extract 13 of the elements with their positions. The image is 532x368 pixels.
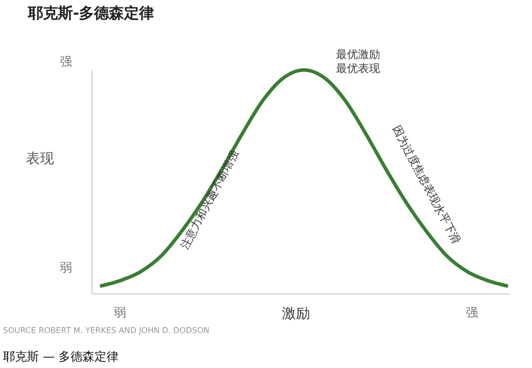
- text: 弱: [114, 305, 126, 320]
- y-axis-title: 表现: [26, 151, 54, 167]
- text: 弱: [60, 260, 72, 274]
- source-note: SOURCE ROBERT M. YERKES AND JOHN D. DODSON: [3, 326, 210, 336]
- annotation: 注意力和兴趣不断增强: [178, 148, 242, 252]
- annotation: 因为过度焦虑表现水平下滑: [390, 123, 464, 246]
- text: 最优激励: [336, 48, 380, 62]
- text: 强: [466, 305, 478, 320]
- chart-title: 耶克斯-多德森定律: [28, 4, 154, 23]
- annotation: 最优表现: [336, 62, 380, 76]
- text: 耶克斯 — 多德森定律: [3, 349, 119, 364]
- text: 强: [60, 54, 72, 68]
- x-axis-title: 激励: [282, 306, 310, 322]
